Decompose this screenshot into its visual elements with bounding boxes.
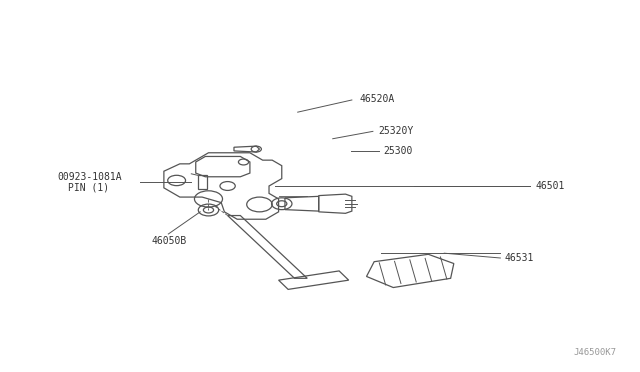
Text: 25300: 25300: [384, 146, 413, 156]
Text: J46500K7: J46500K7: [573, 347, 616, 357]
Text: 46050B: 46050B: [151, 235, 186, 246]
Text: 46501: 46501: [536, 181, 564, 191]
Text: 46531: 46531: [505, 253, 534, 263]
Text: 00923-1081A: 00923-1081A: [58, 172, 122, 182]
Text: PIN (1): PIN (1): [68, 182, 109, 192]
Text: 46520A: 46520A: [360, 94, 395, 104]
Text: 25320Y: 25320Y: [379, 126, 414, 137]
